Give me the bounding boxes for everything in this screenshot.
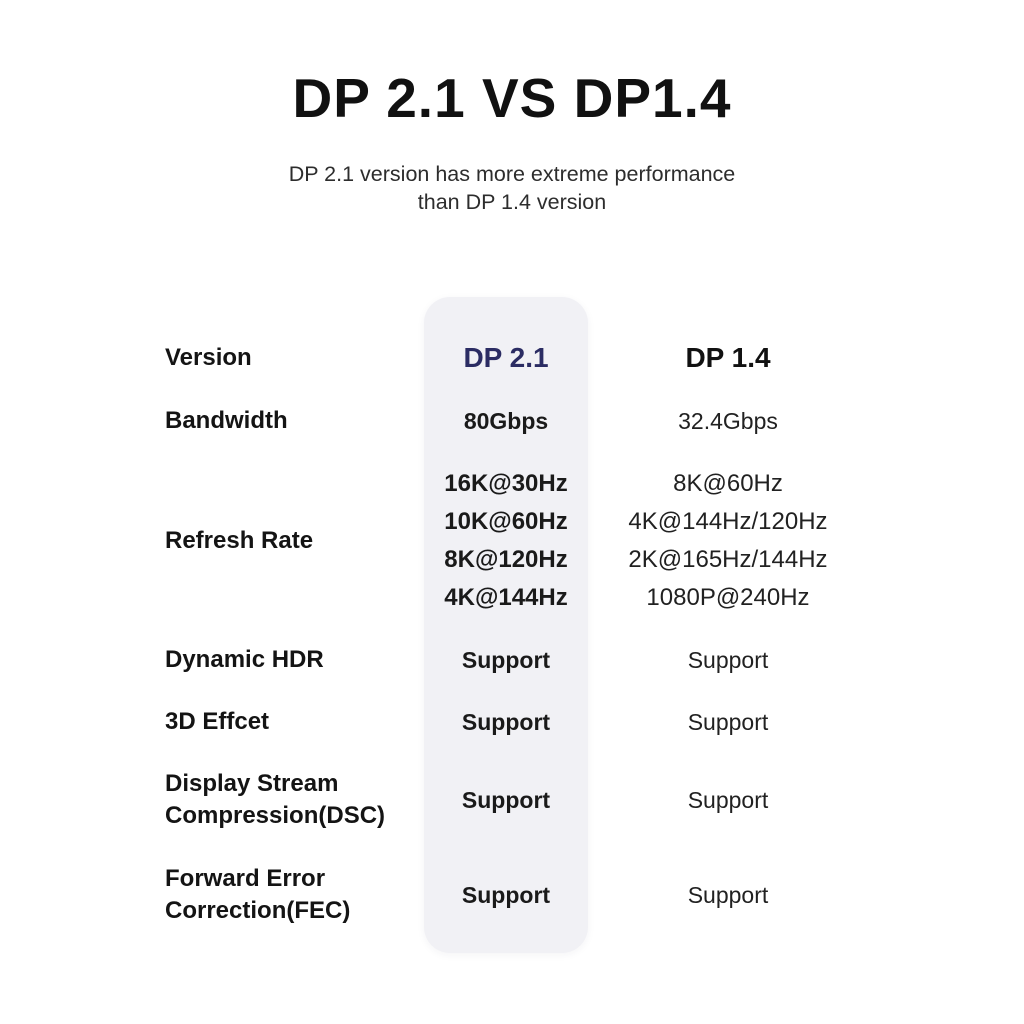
dp21-dsc-value: Support — [461, 786, 551, 813]
row-label-dsc: Display Stream Compression(DSC) — [165, 769, 386, 829]
row-label-bandwidth: Bandwidth — [165, 406, 288, 434]
row-label-refresh-rate: Refresh Rate — [165, 526, 314, 554]
dp21-column-header: DP 2.1 — [463, 342, 549, 373]
row-label-fec: Forward Error Correction(FEC) — [165, 864, 351, 924]
dp21-refresh-rate-values: 16K@30Hz 10K@60Hz 8K@120Hz 4K@144Hz — [444, 470, 568, 611]
dp21-fec-value: Support — [461, 881, 551, 908]
dp21-bandwidth-value: 80Gbps — [463, 407, 549, 434]
table-row-3d-effect: 3D Effcet Support Support — [165, 696, 868, 748]
dp21-3d-effect-value: Support — [461, 708, 551, 735]
table-row-version: Version DP 2.1 DP 1.4 — [165, 332, 868, 384]
table-row-bandwidth: Bandwidth 80Gbps 32.4Gbps — [165, 384, 868, 458]
table-row-dsc: Display Stream Compression(DSC) Support … — [165, 748, 868, 852]
table-row-refresh-rate: Refresh Rate 16K@30Hz 10K@60Hz 8K@120Hz … — [165, 458, 868, 624]
page-title: DP 2.1 VS DP1.4 — [292, 67, 732, 129]
dp14-3d-effect-value: Support — [687, 708, 769, 735]
row-label-dynamic-hdr: Dynamic HDR — [165, 645, 324, 673]
dp14-dynamic-hdr-value: Support — [687, 646, 769, 673]
dp14-fec-value: Support — [687, 881, 769, 908]
dp14-dsc-value: Support — [687, 786, 769, 813]
dp14-bandwidth-value: 32.4Gbps — [678, 407, 778, 434]
dp14-column-header: DP 1.4 — [685, 342, 771, 373]
comparison-table: Version DP 2.1 DP 1.4 Bandwidth 80Gbps 3… — [165, 300, 868, 938]
dp21-dynamic-hdr-value: Support — [461, 646, 551, 673]
dp14-refresh-rate-values: 8K@60Hz 4K@144Hz/120Hz 2K@165Hz/144Hz 10… — [628, 470, 828, 611]
page-subtitle: DP 2.1 version has more extreme performa… — [288, 162, 736, 214]
table-row-fec: Forward Error Correction(FEC) Support Su… — [165, 852, 868, 938]
table-row-dynamic-hdr: Dynamic HDR Support Support — [165, 624, 868, 696]
dp21-highlight-column — [424, 297, 588, 953]
row-label-3d-effect: 3D Effcet — [165, 707, 270, 735]
row-label-version: Version — [165, 343, 252, 371]
